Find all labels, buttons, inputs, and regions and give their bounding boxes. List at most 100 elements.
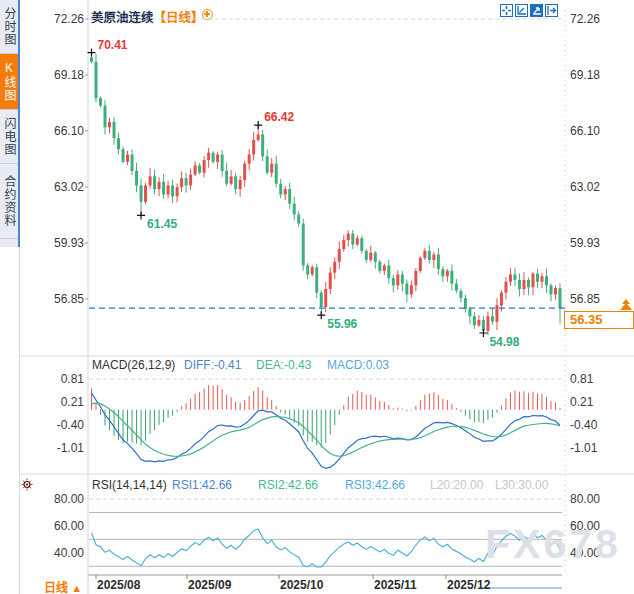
watermark: FX678 bbox=[485, 521, 621, 568]
candle-body bbox=[509, 274, 512, 281]
candle-body bbox=[387, 265, 390, 278]
candle-body bbox=[559, 288, 562, 308]
extreme-marker bbox=[137, 211, 145, 219]
y-axis-label-left: 69.18 bbox=[54, 68, 84, 82]
candle-body bbox=[540, 276, 543, 281]
candle-body bbox=[144, 185, 147, 201]
candle-body bbox=[221, 155, 224, 171]
candle-body bbox=[167, 185, 170, 194]
price-annotation: 54.98 bbox=[489, 335, 519, 349]
date-label: 2025/10 bbox=[280, 578, 324, 592]
candle-body bbox=[230, 176, 233, 183]
candle-body bbox=[261, 135, 264, 157]
macd-axis-label-right: 0.81 bbox=[570, 372, 594, 386]
candle-body bbox=[527, 280, 530, 287]
candle-body bbox=[266, 156, 269, 172]
candle-body bbox=[302, 224, 305, 266]
macd-diff-value: DIFF:-0.41 bbox=[184, 358, 241, 372]
candle-body bbox=[122, 149, 125, 162]
macd-axis-label-left: -1.01 bbox=[57, 441, 85, 455]
candle-body bbox=[320, 293, 323, 308]
candle-body bbox=[396, 274, 399, 285]
current-price-badge: 56.35 bbox=[564, 311, 634, 329]
candle-body bbox=[135, 171, 138, 186]
candle-body bbox=[383, 265, 386, 270]
date-label: 2025/11 bbox=[374, 578, 417, 592]
candle-body bbox=[441, 269, 444, 276]
rsi-header[interactable]: RSI(14,14,14) bbox=[92, 478, 167, 492]
candle-body bbox=[477, 320, 480, 325]
l30-value: L30:30.00 bbox=[495, 478, 548, 492]
candle-body bbox=[189, 175, 192, 186]
candle-body bbox=[414, 271, 417, 286]
candle-body bbox=[225, 171, 228, 184]
candle-body bbox=[437, 254, 440, 269]
macd-header[interactable]: MACD(26,12,9) bbox=[92, 358, 175, 372]
candle-body bbox=[536, 274, 539, 282]
period-selector[interactable]: 日线 ▲ bbox=[44, 578, 82, 594]
candle-body bbox=[104, 105, 107, 127]
candle-body bbox=[158, 182, 161, 189]
macd-axis-label-right: -0.40 bbox=[570, 418, 598, 432]
candle-body bbox=[347, 234, 350, 240]
candle-body bbox=[284, 189, 287, 194]
macd-axis-label-left: -0.40 bbox=[57, 418, 85, 432]
rsi-axis-label-left: 80.00 bbox=[54, 492, 84, 506]
y-axis-label-right: 63.02 bbox=[570, 180, 600, 194]
candle-body bbox=[338, 249, 341, 262]
candle-body bbox=[329, 273, 332, 289]
candle-body bbox=[545, 276, 548, 285]
candle-body bbox=[315, 267, 318, 292]
date-label: 2025/08 bbox=[97, 578, 141, 592]
price-up-arrow-icon bbox=[620, 303, 632, 310]
candle-body bbox=[486, 316, 489, 331]
candle-body bbox=[153, 176, 156, 189]
candle-body bbox=[392, 278, 395, 285]
candle-body bbox=[378, 262, 381, 271]
y-axis-label-left: 59.93 bbox=[54, 236, 84, 250]
candle-body bbox=[203, 160, 206, 173]
candle-body bbox=[491, 316, 494, 321]
candle-body bbox=[90, 57, 93, 62]
candle-body bbox=[95, 62, 98, 98]
candle-body bbox=[365, 251, 368, 260]
y-axis-label-right: 66.10 bbox=[570, 124, 600, 138]
candle-body bbox=[432, 254, 435, 259]
y-axis-label-right: 59.93 bbox=[570, 236, 600, 250]
candle-body bbox=[212, 153, 215, 162]
candle-body bbox=[306, 265, 309, 274]
macd-axis-label-right: -1.01 bbox=[570, 441, 598, 455]
candle-body bbox=[333, 262, 336, 273]
candle-body bbox=[446, 271, 449, 276]
candle-body bbox=[248, 155, 251, 164]
candle-body bbox=[455, 284, 458, 291]
candle-body bbox=[117, 138, 120, 149]
rsi1-value: RSI1:42.66 bbox=[172, 478, 232, 492]
l20-value: L20:20.00 bbox=[430, 478, 483, 492]
candle-body bbox=[504, 282, 507, 293]
candle-body bbox=[410, 285, 413, 294]
y-axis-label-left: 72.26 bbox=[54, 12, 84, 26]
date-label: 2025/12 bbox=[447, 578, 491, 592]
extreme-marker bbox=[317, 311, 325, 319]
candle-body bbox=[113, 122, 116, 138]
candle-body bbox=[149, 176, 152, 185]
y-axis-label-right: 72.26 bbox=[570, 12, 600, 26]
y-axis-label-left: 56.85 bbox=[54, 292, 84, 306]
chart-app: { "window": {"symbol": "美原油连续", "period_… bbox=[0, 0, 634, 594]
indicator-settings-icon[interactable] bbox=[21, 477, 33, 490]
candle-body bbox=[108, 122, 111, 127]
chart-canvas[interactable]: 72.2672.2669.1869.1866.1066.1063.0263.02… bbox=[0, 0, 634, 594]
candle-body bbox=[252, 140, 255, 155]
candle-body bbox=[374, 253, 377, 262]
candle-body bbox=[176, 187, 179, 196]
price-annotation: 70.41 bbox=[98, 38, 128, 52]
price-up-arrow-icon bbox=[622, 299, 630, 304]
candle-body bbox=[450, 271, 453, 284]
candle-body bbox=[342, 240, 345, 249]
candle-body bbox=[270, 164, 273, 173]
candle-body bbox=[243, 164, 246, 180]
price-annotation: 55.96 bbox=[327, 317, 357, 331]
candle-body bbox=[293, 204, 296, 215]
extreme-marker bbox=[254, 121, 262, 129]
